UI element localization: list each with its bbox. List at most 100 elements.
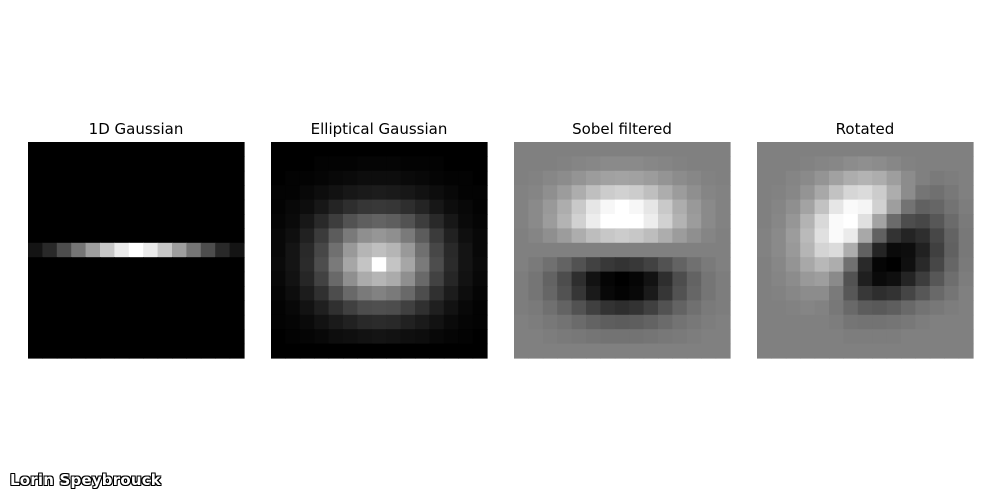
heatmap-cell [571,228,587,244]
heatmap-cell [443,156,459,172]
heatmap-cell [571,242,587,258]
heatmap-cell [114,214,130,229]
heatmap-cell [614,242,630,258]
heatmap-cell [42,329,58,345]
heatmap-cell [686,286,702,301]
heatmap-cell [514,314,529,330]
heatmap-cell [857,286,873,301]
heatmap-cell [901,257,916,273]
heatmap-cell [415,271,430,287]
heatmap-cell [85,228,101,244]
heatmap-cell [514,271,529,287]
heatmap-cell [200,214,216,229]
heatmap-cell [571,185,587,201]
heatmap-cell [785,271,801,287]
heatmap-cell [299,242,315,258]
heatmap-cell [229,199,245,215]
heatmap-cell [701,343,717,359]
heatmap-cell [843,199,859,215]
heatmap-cell [56,156,72,172]
heatmap-cell [472,242,488,258]
heatmap-cell [872,228,888,244]
heatmap-cell [958,343,974,359]
heatmap-cell [571,199,587,215]
heatmap-cell [371,329,387,345]
heatmap-cell [785,214,801,229]
heatmap-cell [886,199,902,215]
heatmap-cell [299,271,315,287]
heatmap-cell [458,271,474,287]
heatmap-cell [542,314,558,330]
heatmap-cell [85,343,101,359]
heatmap-cell [629,170,645,186]
heatmap-cell [143,300,159,316]
heatmap-cell [701,170,717,186]
heatmap-cell [857,257,873,273]
heatmap-cell [757,214,772,229]
heatmap-cell [557,156,573,172]
heatmap-cell [328,343,344,359]
heatmap-cell [944,214,960,229]
heatmap-cell [658,343,673,359]
heatmap-cell [886,156,902,172]
heatmap-cell [672,314,688,330]
heatmap-cell [314,228,330,244]
heatmap-cell [715,142,731,157]
heatmap-cell [215,343,231,359]
heatmap-cell [415,343,430,359]
heatmap-cell [143,228,159,244]
heatmap-cell [643,156,659,172]
heatmap-cell [314,156,330,172]
heatmap-cell [672,300,688,316]
heatmap-cell [271,314,286,330]
heatmap-cell [658,286,673,301]
heatmap-cell [614,257,630,273]
heatmap-cell [829,199,844,215]
heatmap-cell [42,271,58,287]
heatmap-cell [658,185,673,201]
heatmap-cell [143,329,159,345]
heatmap-cell [715,242,731,258]
heatmap-cell [200,329,216,345]
heatmap-cell [458,228,474,244]
heatmap-cell [285,170,301,186]
heatmap-cell [557,300,573,316]
heatmap-cell [128,170,144,186]
heatmap-cell [128,156,144,172]
heatmap-cell [614,343,630,359]
heatmap-cell [715,286,731,301]
heatmap-cell [100,242,115,258]
heatmap-cell [172,257,187,273]
heatmap-cell [343,314,358,330]
heatmap-cell [771,142,787,157]
heatmap-cell [328,185,344,201]
heatmap-cell [929,185,945,201]
heatmap-cell [357,170,373,186]
heatmap-cell [958,314,974,330]
heatmap-cell [128,286,144,301]
heatmap-cell [314,343,330,359]
heatmap-cell [686,156,702,172]
heatmap-cell [357,257,373,273]
panel-elliptical-gaussian: Elliptical Gaussian [271,120,488,359]
heatmap-cell [328,170,344,186]
heatmap-cell [901,300,916,316]
heatmap-cell [400,142,416,157]
heatmap-cell [443,271,459,287]
heatmap-cell [872,242,888,258]
heatmap-cell [643,329,659,345]
heatmap-cell [56,314,72,330]
heatmap-cell [56,185,72,201]
heatmap-cell [800,199,816,215]
panel-title: 1D Gaussian [89,120,184,138]
heatmap-cell [557,257,573,273]
heatmap-cell [371,314,387,330]
heatmap-cell [143,199,159,215]
heatmap-cell [28,170,43,186]
heatmap-cell [415,300,430,316]
heatmap-cell [944,156,960,172]
heatmap-cell [771,156,787,172]
heatmap-cell [285,142,301,157]
heatmap-cell [271,142,286,157]
heatmap-cell [229,286,245,301]
